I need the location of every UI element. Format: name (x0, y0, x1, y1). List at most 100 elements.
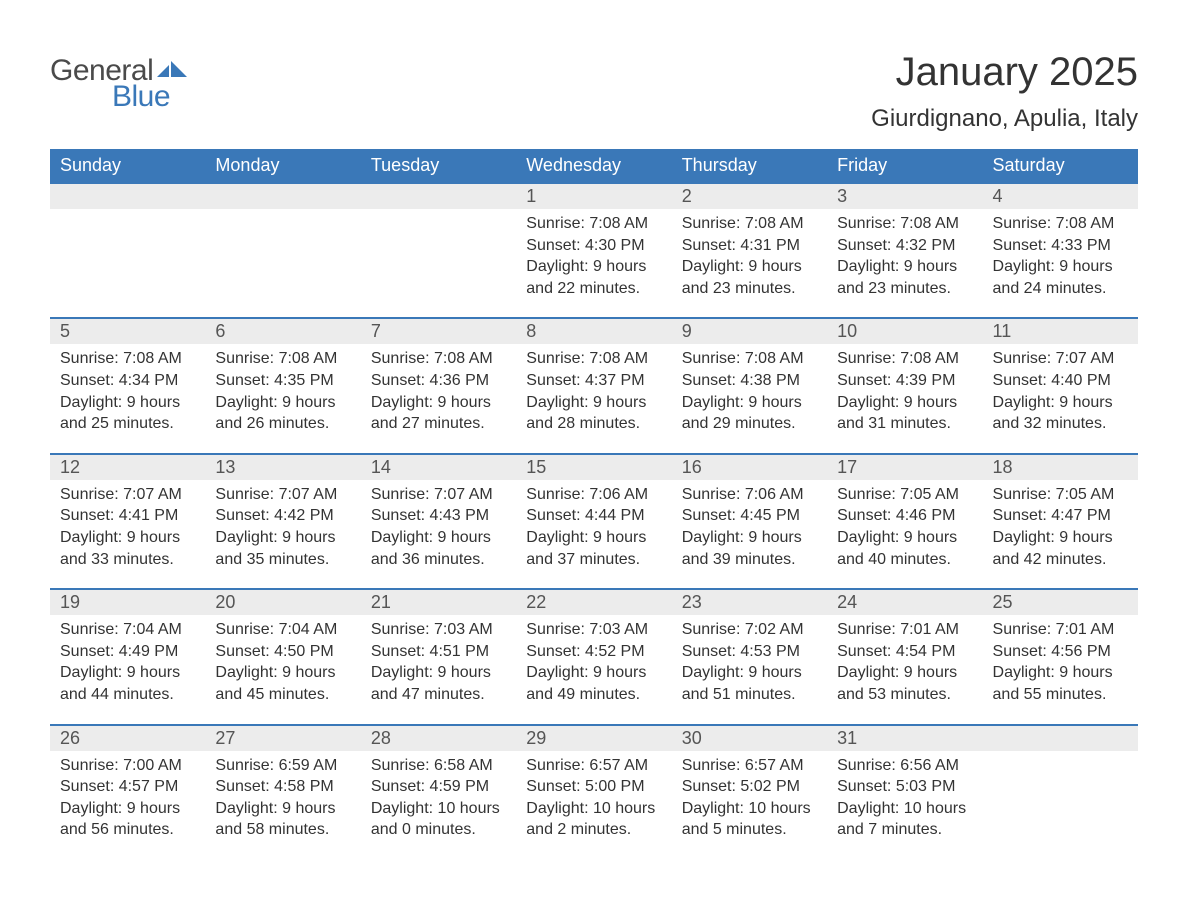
day-number-cell: 8 (516, 318, 671, 344)
sunset-text: Sunset: 4:40 PM (993, 370, 1128, 392)
sunset-text: Sunset: 4:56 PM (993, 641, 1128, 663)
daylight-text-1: Daylight: 9 hours (371, 662, 506, 684)
daylight-text-2: and 36 minutes. (371, 549, 506, 571)
daylight-text-2: and 23 minutes. (682, 278, 817, 300)
daylight-text-2: and 22 minutes. (526, 278, 661, 300)
sunrise-text: Sunrise: 7:04 AM (215, 619, 350, 641)
calendar-daynum-row: 19202122232425 (50, 589, 1138, 615)
sunrise-text: Sunrise: 7:08 AM (526, 213, 661, 235)
sunset-text: Sunset: 4:58 PM (215, 776, 350, 798)
day-number: 26 (60, 728, 80, 748)
day-number-cell: 20 (205, 589, 360, 615)
daylight-text-2: and 27 minutes. (371, 413, 506, 435)
daylight-text-2: and 33 minutes. (60, 549, 195, 571)
day-number-cell: 1 (516, 183, 671, 209)
day-content-cell: Sunrise: 7:03 AMSunset: 4:51 PMDaylight:… (361, 615, 516, 724)
day-content-cell: Sunrise: 7:07 AMSunset: 4:43 PMDaylight:… (361, 480, 516, 589)
day-content-cell: Sunrise: 7:07 AMSunset: 4:41 PMDaylight:… (50, 480, 205, 589)
day-number-cell: 10 (827, 318, 982, 344)
day-content-cell: Sunrise: 7:08 AMSunset: 4:32 PMDaylight:… (827, 209, 982, 318)
sunset-text: Sunset: 4:33 PM (993, 235, 1128, 257)
day-number: 9 (682, 321, 692, 341)
sunset-text: Sunset: 5:03 PM (837, 776, 972, 798)
day-content-cell (361, 209, 516, 318)
day-number-cell: 9 (672, 318, 827, 344)
daylight-text-2: and 7 minutes. (837, 819, 972, 841)
logo: General Blue (50, 50, 187, 114)
title-block: January 2025 Giurdignano, Apulia, Italy (871, 50, 1138, 143)
day-content-cell: Sunrise: 7:07 AMSunset: 4:40 PMDaylight:… (983, 344, 1138, 453)
sunset-text: Sunset: 4:54 PM (837, 641, 972, 663)
day-number: 16 (682, 457, 702, 477)
day-content-cell: Sunrise: 7:05 AMSunset: 4:46 PMDaylight:… (827, 480, 982, 589)
day-content-cell: Sunrise: 7:04 AMSunset: 4:50 PMDaylight:… (205, 615, 360, 724)
day-content-cell: Sunrise: 7:01 AMSunset: 4:56 PMDaylight:… (983, 615, 1138, 724)
sunrise-text: Sunrise: 7:00 AM (60, 755, 195, 777)
calendar-daynum-row: 1 2 34 (50, 183, 1138, 209)
day-number-cell (205, 183, 360, 209)
day-content-cell: Sunrise: 7:08 AMSunset: 4:34 PMDaylight:… (50, 344, 205, 453)
daylight-text-1: Daylight: 9 hours (215, 662, 350, 684)
day-content-cell: Sunrise: 7:08 AMSunset: 4:31 PMDaylight:… (672, 209, 827, 318)
day-number-cell: 6 (205, 318, 360, 344)
sunrise-text: Sunrise: 7:08 AM (993, 213, 1128, 235)
calendar-content-row: Sunrise: 7:07 AMSunset: 4:41 PMDaylight:… (50, 480, 1138, 589)
sunrise-text: Sunrise: 7:08 AM (215, 348, 350, 370)
daylight-text-1: Daylight: 10 hours (837, 798, 972, 820)
daylight-text-2: and 26 minutes. (215, 413, 350, 435)
day-number: 1 (526, 186, 536, 206)
sunset-text: Sunset: 4:41 PM (60, 505, 195, 527)
sunrise-text: Sunrise: 6:58 AM (371, 755, 506, 777)
sunset-text: Sunset: 4:53 PM (682, 641, 817, 663)
daylight-text-1: Daylight: 9 hours (526, 662, 661, 684)
daylight-text-2: and 25 minutes. (60, 413, 195, 435)
day-content-cell: Sunrise: 7:02 AMSunset: 4:53 PMDaylight:… (672, 615, 827, 724)
sunrise-text: Sunrise: 6:56 AM (837, 755, 972, 777)
day-number-cell: 3 (827, 183, 982, 209)
sunrise-text: Sunrise: 7:07 AM (993, 348, 1128, 370)
day-number: 13 (215, 457, 235, 477)
day-number-cell: 4 (983, 183, 1138, 209)
sunrise-text: Sunrise: 7:03 AM (526, 619, 661, 641)
sunset-text: Sunset: 4:45 PM (682, 505, 817, 527)
daylight-text-1: Daylight: 9 hours (526, 256, 661, 278)
daylight-text-1: Daylight: 9 hours (837, 527, 972, 549)
daylight-text-1: Daylight: 9 hours (993, 256, 1128, 278)
daylight-text-2: and 42 minutes. (993, 549, 1128, 571)
col-header: Friday (827, 149, 982, 183)
daylight-text-1: Daylight: 9 hours (60, 527, 195, 549)
daylight-text-1: Daylight: 9 hours (60, 392, 195, 414)
daylight-text-1: Daylight: 9 hours (837, 256, 972, 278)
sunrise-text: Sunrise: 7:07 AM (215, 484, 350, 506)
sunrise-text: Sunrise: 6:57 AM (682, 755, 817, 777)
sunset-text: Sunset: 4:37 PM (526, 370, 661, 392)
day-content-cell: Sunrise: 7:08 AMSunset: 4:39 PMDaylight:… (827, 344, 982, 453)
sunset-text: Sunset: 4:51 PM (371, 641, 506, 663)
sunset-text: Sunset: 4:52 PM (526, 641, 661, 663)
sunset-text: Sunset: 4:32 PM (837, 235, 972, 257)
day-number-cell: 2 (672, 183, 827, 209)
col-header: Tuesday (361, 149, 516, 183)
daylight-text-1: Daylight: 9 hours (993, 527, 1128, 549)
daylight-text-2: and 5 minutes. (682, 819, 817, 841)
day-number-cell: 17 (827, 454, 982, 480)
daylight-text-2: and 53 minutes. (837, 684, 972, 706)
day-number: 6 (215, 321, 225, 341)
day-number: 2 (682, 186, 692, 206)
day-number-cell: 5 (50, 318, 205, 344)
day-content-cell (983, 751, 1138, 859)
sunrise-text: Sunrise: 6:57 AM (526, 755, 661, 777)
day-content-cell: Sunrise: 7:08 AMSunset: 4:33 PMDaylight:… (983, 209, 1138, 318)
sunset-text: Sunset: 5:02 PM (682, 776, 817, 798)
day-content-cell: Sunrise: 7:06 AMSunset: 4:45 PMDaylight:… (672, 480, 827, 589)
sunrise-text: Sunrise: 7:01 AM (837, 619, 972, 641)
sunrise-text: Sunrise: 7:01 AM (993, 619, 1128, 641)
day-number: 21 (371, 592, 391, 612)
daylight-text-2: and 29 minutes. (682, 413, 817, 435)
daylight-text-1: Daylight: 9 hours (526, 392, 661, 414)
day-number-cell (983, 725, 1138, 751)
day-number-cell: 25 (983, 589, 1138, 615)
day-number: 30 (682, 728, 702, 748)
day-content-cell: Sunrise: 6:59 AMSunset: 4:58 PMDaylight:… (205, 751, 360, 859)
day-content-cell: Sunrise: 7:06 AMSunset: 4:44 PMDaylight:… (516, 480, 671, 589)
